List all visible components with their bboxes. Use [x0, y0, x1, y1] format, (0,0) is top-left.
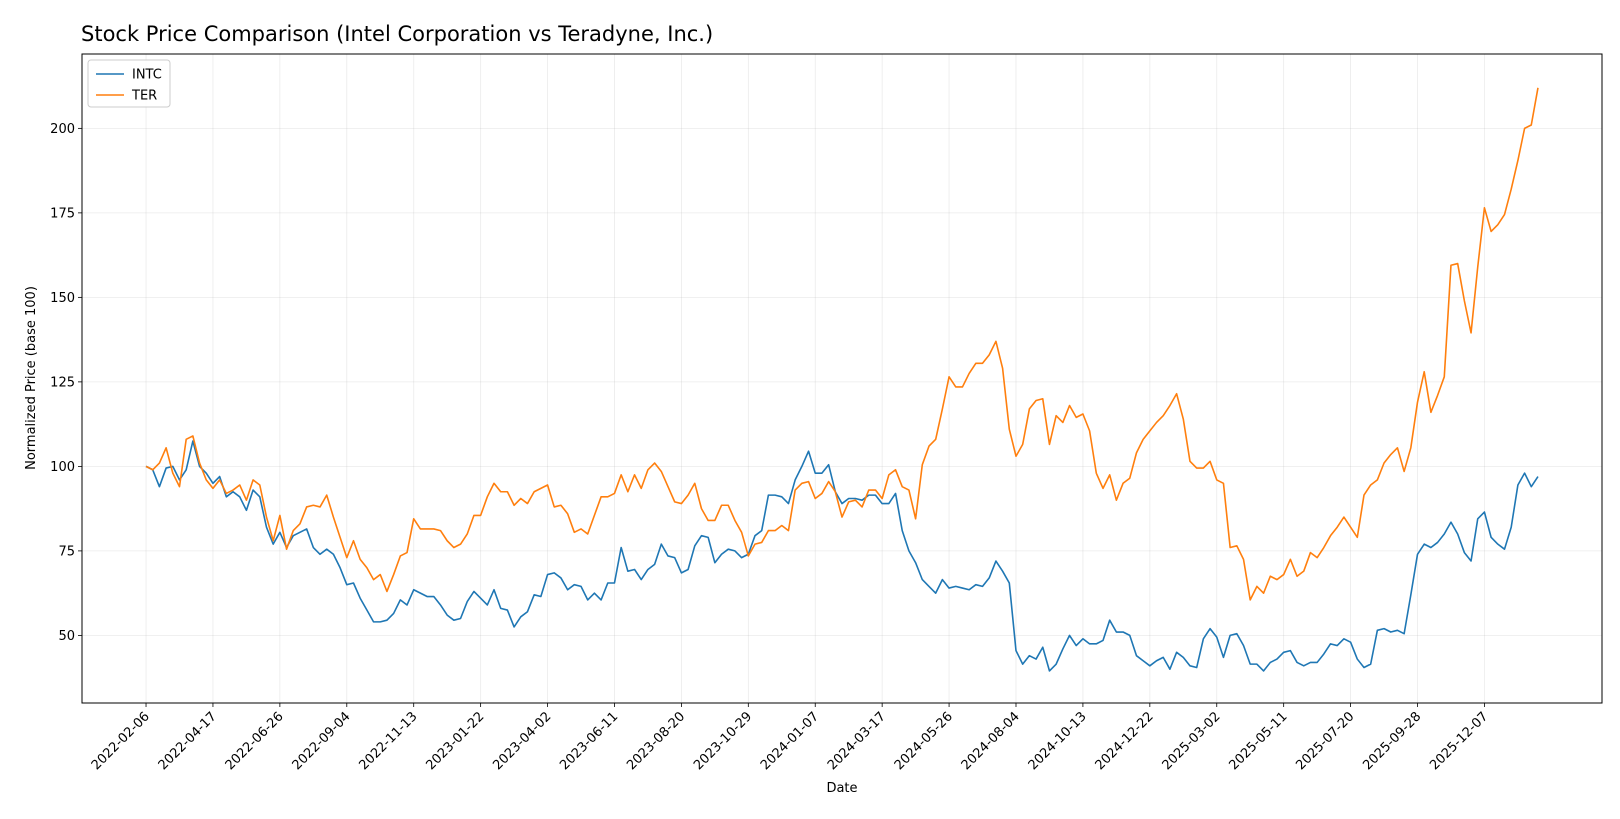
x-tick-label: 2023-10-29	[691, 709, 755, 773]
series-line-ter	[145, 87, 1539, 601]
y-tick-label: 50	[58, 629, 75, 644]
y-axis-label: Normalized Price (base 100)	[24, 286, 39, 470]
x-tick-label: 2025-05-11	[1226, 709, 1290, 773]
x-tick-label: 2024-03-17	[825, 709, 889, 773]
x-tick-label: 2024-01-07	[758, 709, 822, 773]
legend-label-ter: TER	[131, 89, 157, 104]
x-tick-label: 2022-11-13	[357, 709, 421, 773]
series-layer	[145, 87, 1539, 672]
x-axis-label: Date	[826, 781, 857, 796]
legend-label-intc: INTC	[132, 68, 162, 83]
x-tick-label: 2022-06-26	[223, 709, 287, 773]
x-tick-label: 2023-08-20	[624, 709, 688, 773]
y-tick-label: 125	[50, 375, 75, 390]
series-line-intc	[145, 440, 1539, 672]
legend: INTC TER	[87, 59, 171, 108]
x-tick-label: 2025-12-07	[1427, 709, 1491, 773]
x-tick-label: 2023-04-02	[490, 709, 554, 773]
x-tick-label: 2023-01-22	[423, 709, 487, 773]
chart-title: Stock Price Comparison (Intel Corporatio…	[81, 22, 713, 46]
x-tick-label: 2022-09-04	[290, 709, 354, 773]
x-tick-label: 2025-07-20	[1293, 709, 1357, 773]
y-tick-label: 200	[50, 122, 75, 137]
plot-frame	[81, 53, 1603, 704]
y-tick-label: 100	[50, 460, 75, 475]
y-tick-label: 150	[50, 291, 75, 306]
x-tick-label: 2024-05-26	[892, 709, 956, 773]
x-tick-label: 2022-04-17	[156, 709, 220, 773]
x-tick-label: 2024-10-13	[1026, 709, 1090, 773]
x-axis: 2022-02-06 2022-04-17 2022-06-26 2022-09-04…	[89, 703, 1491, 773]
x-tick-label: 2024-08-04	[959, 709, 1023, 773]
x-tick-label: 2022-02-06	[89, 709, 153, 773]
x-tick-label: 2025-09-28	[1360, 709, 1424, 773]
y-tick-label: 175	[50, 206, 75, 221]
y-tick-label: 75	[58, 544, 75, 559]
grid	[82, 54, 1602, 703]
x-tick-label: 2023-06-11	[557, 709, 621, 773]
y-axis: 50 75 100 125 150 175 200	[50, 122, 82, 644]
x-tick-label: 2025-03-02	[1160, 709, 1224, 773]
x-tick-label: 2024-12-22	[1093, 709, 1157, 773]
